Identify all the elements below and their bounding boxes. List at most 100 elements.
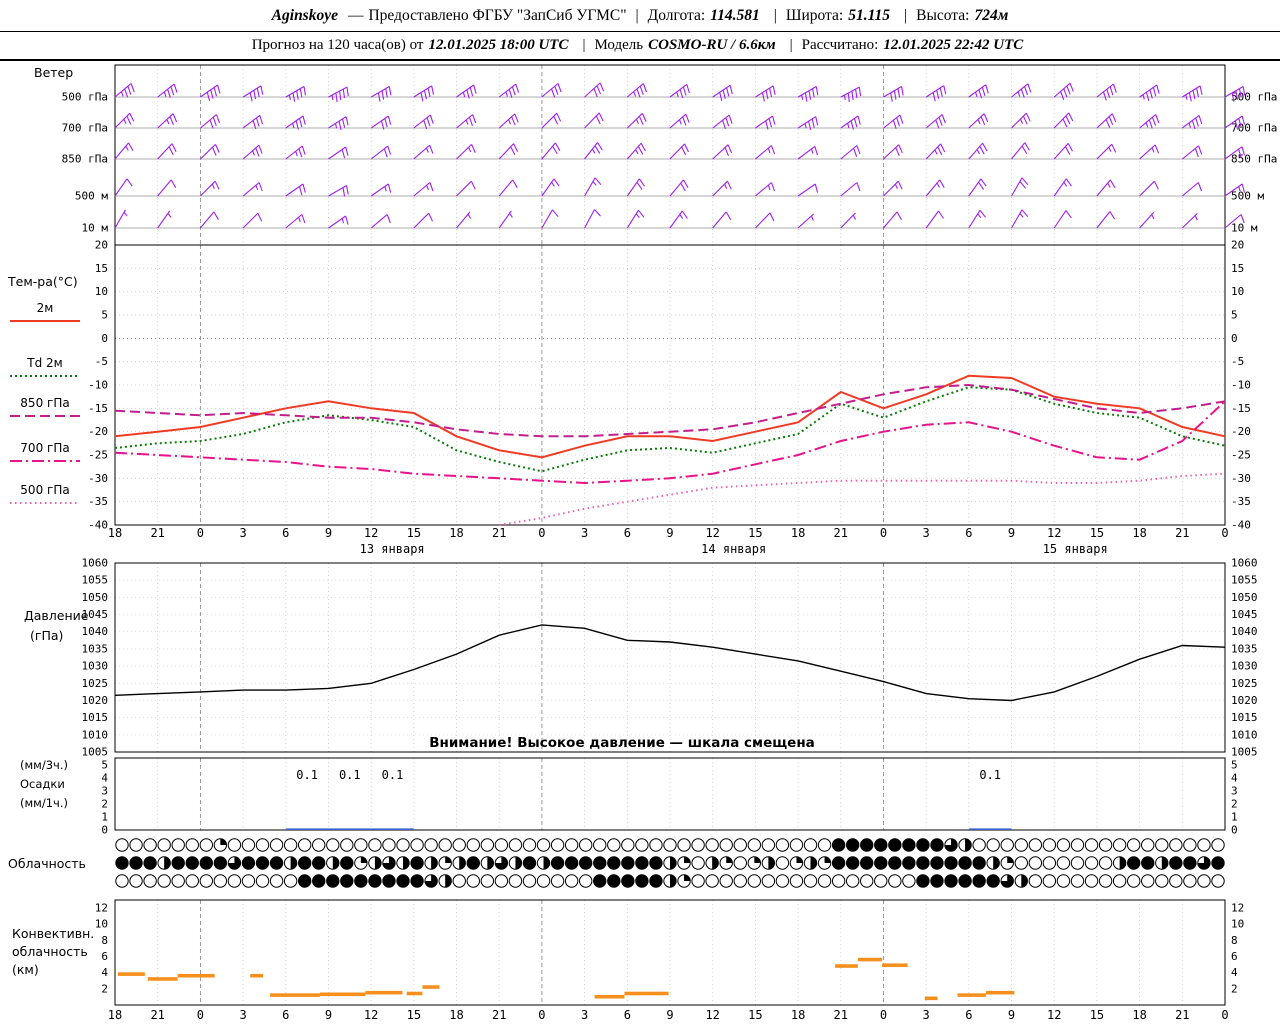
- svg-text:15: 15: [407, 526, 421, 540]
- svg-text:21: 21: [834, 526, 848, 540]
- svg-text:-15: -15: [1231, 402, 1251, 415]
- cloud-cover-icon: [1070, 838, 1085, 852]
- cloud-cover-icon: [1183, 856, 1197, 870]
- cloud-cover-icon: [297, 874, 312, 888]
- cloud-cover-icon: [733, 856, 747, 870]
- cloud-cover-icon: [1042, 838, 1057, 852]
- svg-text:5: 5: [101, 759, 108, 772]
- cloud-cover-icon: [199, 856, 214, 870]
- cloud-cover-icon: [635, 874, 649, 888]
- svg-text:1050: 1050: [1231, 591, 1258, 604]
- cloud-cover-icon: [635, 856, 649, 870]
- cloud-cover-icon: [143, 874, 157, 888]
- svg-text:1025: 1025: [82, 677, 109, 690]
- cloud-cover-icon: [621, 874, 635, 888]
- cloud-cover-icon: [930, 838, 944, 852]
- svg-text:10: 10: [95, 918, 108, 931]
- cloud-cover-icon: [396, 874, 410, 888]
- cloud-cover-icon: [157, 838, 171, 852]
- svg-text:1010: 1010: [82, 728, 109, 741]
- svg-text:1030: 1030: [82, 660, 109, 673]
- station-name: Aginskoye: [271, 6, 338, 24]
- cloud-cover-icon: [185, 856, 199, 870]
- svg-text:15: 15: [95, 262, 108, 275]
- precipitation-panel: 5 54 43 32 21 10 00.1 0.1 0.1 0.1(мм/3ч.)Осадки(м…: [20, 757, 1238, 837]
- cloud-cover-icon: [326, 874, 340, 888]
- svg-text:10: 10: [95, 285, 108, 298]
- svg-text:20: 20: [1231, 239, 1244, 252]
- svg-text:12: 12: [364, 1008, 378, 1022]
- cloud-cover-icon: [494, 874, 509, 888]
- cloud-cover-icon: [1042, 856, 1057, 870]
- cloud-cover-icon: [831, 838, 846, 852]
- svg-text:6: 6: [1231, 950, 1238, 963]
- cloud-cover-icon: [129, 838, 143, 852]
- cloud-cover-icon: [227, 838, 242, 852]
- svg-text:6: 6: [965, 1008, 972, 1022]
- precip-bar: [328, 828, 372, 830]
- cloud-cover-icon: [860, 874, 874, 888]
- convective-panel-label: облачность: [12, 944, 88, 959]
- cloud-cover-icon: [550, 856, 565, 870]
- svg-text:-20: -20: [1231, 425, 1251, 438]
- cloud-cover-icon: [1112, 874, 1127, 888]
- cloud-cover-icon: [368, 874, 382, 888]
- svg-text:850 гПа: 850 гПа: [1231, 153, 1277, 166]
- cloud-panel-label: Облачность: [8, 856, 86, 871]
- header-dash: —: [347, 6, 364, 24]
- cloud-cover-icon: [1155, 838, 1169, 852]
- cloud-cover-icon: [958, 874, 972, 888]
- cloud-cover-icon: [775, 838, 790, 852]
- cloud-cover-icon: [817, 874, 832, 888]
- cloud-cover-icon: [607, 838, 621, 852]
- cloud-cover-icon: [143, 856, 157, 870]
- calculated-label: Рассчитано:: [801, 37, 879, 53]
- svg-text:1005: 1005: [1231, 746, 1258, 759]
- cloud-cover-icon: [691, 874, 705, 888]
- cloud-cover-icon: [1155, 874, 1169, 888]
- separator-icon: |: [904, 6, 908, 24]
- svg-text:500 м: 500 м: [1231, 190, 1264, 203]
- cloud-cover-icon: [283, 838, 298, 852]
- convective-bar: [624, 991, 669, 996]
- pressure-unit-label: (гПа): [30, 628, 63, 643]
- svg-text:700 гПа: 700 гПа: [1231, 122, 1277, 135]
- svg-text:0: 0: [880, 526, 887, 540]
- cloud-cover-icon: [1098, 856, 1113, 870]
- cloud-panel: Облачность: [8, 838, 1225, 888]
- cloud-cover-icon: [312, 838, 326, 852]
- svg-text:-5: -5: [95, 355, 108, 368]
- svg-text:-20: -20: [88, 425, 108, 438]
- svg-text:15: 15: [1090, 1008, 1104, 1022]
- cloud-cover-icon: [1211, 874, 1225, 888]
- cloud-cover-icon: [621, 856, 635, 870]
- svg-text:3: 3: [581, 526, 588, 540]
- cloud-cover-icon: [522, 874, 537, 888]
- svg-text:1020: 1020: [1231, 694, 1258, 707]
- svg-text:15: 15: [748, 526, 762, 540]
- svg-text:0: 0: [880, 1008, 887, 1022]
- convective-bar: [365, 990, 403, 995]
- svg-text:-30: -30: [1231, 472, 1251, 485]
- cloud-cover-icon: [480, 838, 495, 852]
- svg-text:18: 18: [1132, 526, 1146, 540]
- svg-text:1015: 1015: [1231, 711, 1258, 724]
- cloud-cover-icon: [789, 874, 804, 888]
- svg-text:3: 3: [581, 1008, 588, 1022]
- cloud-cover-icon: [297, 856, 312, 870]
- cloud-cover-icon: [663, 838, 677, 852]
- svg-text:18: 18: [449, 1008, 463, 1022]
- cloud-cover-icon: [283, 874, 298, 888]
- cloud-cover-icon: [593, 838, 607, 852]
- cloud-cover-icon: [593, 874, 607, 888]
- cloud-cover-icon: [621, 838, 635, 852]
- header: Aginskoye — Предоставлено ФГБУ "ЗапСиб У…: [0, 0, 1280, 61]
- cloud-cover-icon: [199, 874, 214, 888]
- cloud-cover-icon: [129, 856, 143, 870]
- cloud-cover-icon: [944, 856, 958, 870]
- svg-text:6: 6: [965, 526, 972, 540]
- longitude-value: 114.581: [710, 6, 760, 24]
- cloud-cover-icon: [312, 874, 326, 888]
- cloud-cover-icon: [354, 838, 368, 852]
- cloud-cover-icon: [143, 838, 157, 852]
